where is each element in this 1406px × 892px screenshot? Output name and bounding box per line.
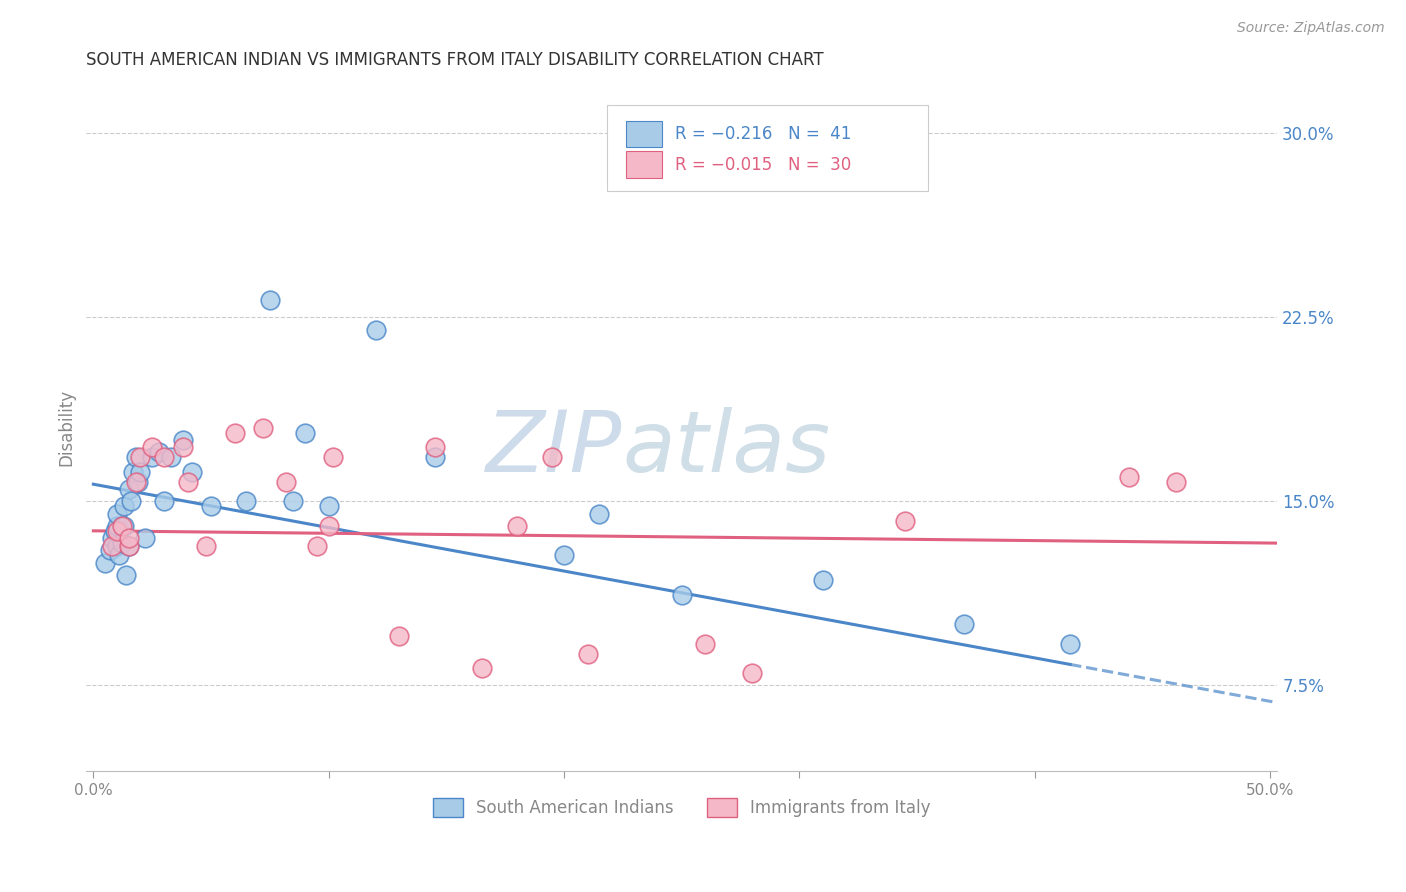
Point	[118, 539, 141, 553]
Point	[105, 507, 128, 521]
Point	[741, 666, 763, 681]
Point	[364, 322, 387, 336]
Point	[160, 450, 183, 465]
Point	[141, 450, 163, 465]
Point	[129, 465, 152, 479]
Point	[1118, 470, 1140, 484]
Point	[811, 573, 834, 587]
Point	[671, 588, 693, 602]
Point	[276, 475, 298, 489]
Point	[811, 163, 834, 178]
Point	[588, 507, 610, 521]
Point	[953, 617, 976, 632]
Point	[553, 549, 575, 563]
Point	[259, 293, 281, 307]
Point	[252, 421, 274, 435]
Point	[283, 494, 305, 508]
Point	[195, 539, 218, 553]
Point	[153, 494, 176, 508]
Point	[101, 539, 124, 553]
Point	[235, 494, 257, 508]
FancyBboxPatch shape	[626, 121, 662, 147]
Point	[1164, 475, 1187, 489]
Point	[153, 450, 176, 465]
Point	[125, 475, 148, 489]
Point	[125, 450, 148, 465]
Point	[176, 475, 198, 489]
Point	[129, 450, 152, 465]
Point	[118, 539, 141, 553]
Point	[118, 482, 141, 496]
Point	[110, 519, 132, 533]
Point	[181, 465, 204, 479]
Legend: South American Indians, Immigrants from Italy: South American Indians, Immigrants from …	[426, 791, 938, 823]
Point	[112, 519, 135, 533]
Point	[388, 629, 411, 643]
Point	[112, 500, 135, 514]
Point	[94, 556, 117, 570]
Text: Source: ZipAtlas.com: Source: ZipAtlas.com	[1237, 21, 1385, 35]
Point	[110, 519, 132, 533]
Point	[318, 519, 340, 533]
Point	[541, 450, 564, 465]
Text: R = −0.216   N =  41: R = −0.216 N = 41	[675, 125, 851, 144]
Point	[120, 494, 142, 508]
Point	[224, 425, 246, 440]
Point	[98, 543, 121, 558]
Point	[1059, 637, 1081, 651]
Text: R = −0.015   N =  30: R = −0.015 N = 30	[675, 155, 851, 174]
Point	[134, 531, 156, 545]
Y-axis label: Disability: Disability	[58, 389, 75, 467]
Point	[322, 450, 344, 465]
Point	[294, 425, 316, 440]
Point	[506, 519, 529, 533]
Point	[118, 531, 141, 545]
Point	[894, 514, 917, 528]
FancyBboxPatch shape	[607, 104, 928, 191]
Point	[127, 475, 149, 489]
Point	[108, 549, 131, 563]
Point	[305, 539, 328, 553]
Point	[105, 524, 128, 538]
Point	[471, 661, 494, 675]
Point	[695, 637, 717, 651]
Point	[103, 524, 125, 538]
Text: SOUTH AMERICAN INDIAN VS IMMIGRANTS FROM ITALY DISABILITY CORRELATION CHART: SOUTH AMERICAN INDIAN VS IMMIGRANTS FROM…	[86, 51, 824, 69]
Point	[105, 539, 128, 553]
Point	[115, 568, 138, 582]
Text: ZIP: ZIP	[486, 407, 623, 490]
Point	[200, 500, 222, 514]
Point	[122, 465, 145, 479]
Point	[423, 450, 446, 465]
Point	[576, 647, 599, 661]
Point	[105, 519, 128, 533]
Point	[141, 441, 163, 455]
Point	[318, 500, 340, 514]
Point	[110, 536, 132, 550]
Point	[423, 441, 446, 455]
Text: atlas: atlas	[623, 407, 830, 490]
Point	[172, 441, 194, 455]
Point	[148, 445, 170, 459]
FancyBboxPatch shape	[626, 152, 662, 178]
Point	[101, 531, 124, 545]
Point	[172, 433, 194, 447]
